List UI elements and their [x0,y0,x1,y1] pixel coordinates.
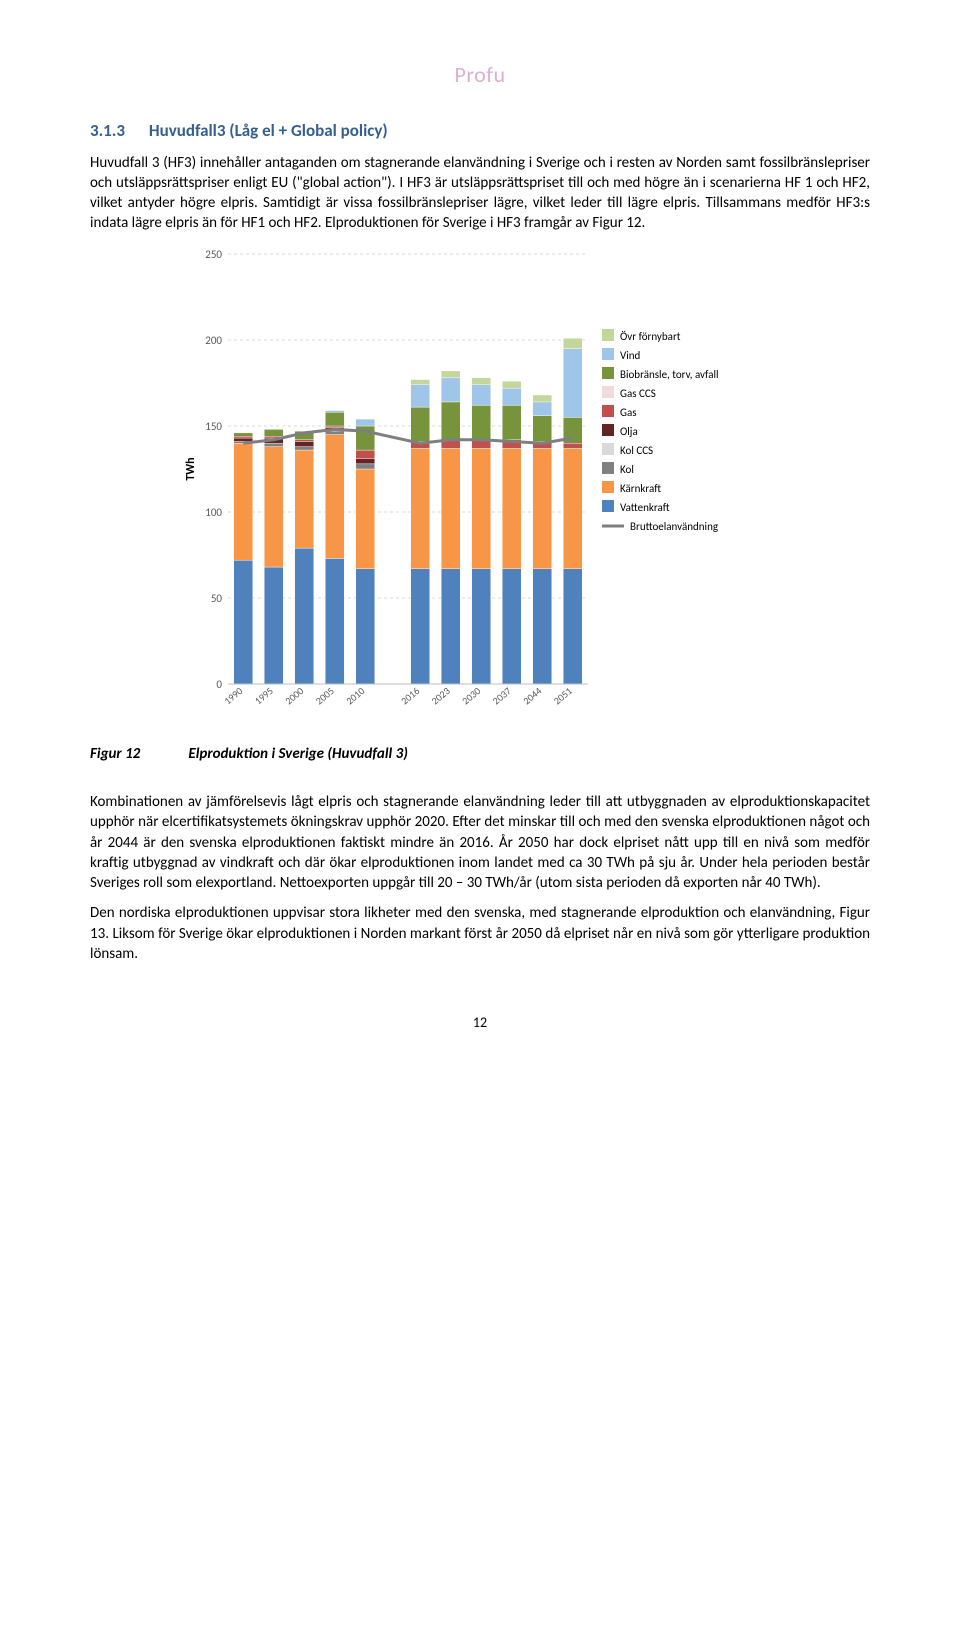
svg-text:Gas: Gas [620,406,637,419]
svg-text:2051: 2051 [551,684,575,707]
brand-header: Profu [90,60,870,90]
svg-text:Kärnkraft: Kärnkraft [620,482,661,495]
svg-text:100: 100 [205,506,222,519]
svg-text:2005: 2005 [313,684,337,707]
svg-text:Kol: Kol [620,463,634,476]
svg-text:2023: 2023 [429,684,453,707]
chart-container: 0 50 100 150 200 250 TWh 1990 1995 2000 2005 2010 20… [180,244,870,736]
svg-text:Bruttoelanvändning: Bruttoelanvändning [630,520,718,533]
svg-text:1990: 1990 [221,684,245,707]
figure-label: Figur 12 [90,744,185,764]
svg-text:Kol CCS: Kol CCS [620,444,653,457]
paragraph-2: Kombinationen av jämförelsevis lågt elpr… [90,792,870,893]
section-title: Huvudfall3 (Låg el + Global policy) [149,120,388,141]
svg-text:200: 200 [205,334,222,347]
svg-text:2037: 2037 [490,684,514,707]
svg-text:0: 0 [216,678,222,691]
svg-text:150: 150 [205,420,222,433]
svg-text:1995: 1995 [252,684,276,707]
section-number: 3.1.3 [90,120,145,143]
svg-text:2016: 2016 [398,684,422,707]
svg-text:250: 250 [205,248,222,261]
svg-text:2044: 2044 [520,684,544,707]
svg-text:Övr förnybart: Övr förnybart [620,330,681,343]
figure-caption: Figur 12 Elproduktion i Sverige (Huvudfa… [90,744,870,764]
svg-text:50: 50 [211,592,223,605]
svg-text:Gas CCS: Gas CCS [620,387,656,400]
svg-text:Vind: Vind [620,349,640,362]
svg-text:2030: 2030 [459,684,483,707]
svg-text:2000: 2000 [282,684,306,707]
svg-text:2010: 2010 [343,684,367,707]
paragraph-3: Den nordiska elproduktionen uppvisar sto… [90,903,870,964]
svg-text:Biobränsle, torv, avfall: Biobränsle, torv, avfall [620,368,719,381]
svg-text:Olja: Olja [620,425,638,438]
svg-text:TWh: TWh [184,457,198,480]
paragraph-1: Huvudfall 3 (HF3) innehåller antaganden … [90,153,870,234]
figure-title: Elproduktion i Sverige (Huvudfall 3) [188,745,407,763]
section-heading: 3.1.3 Huvudfall3 (Låg el + Global policy… [90,120,870,143]
svg-text:Vattenkraft: Vattenkraft [620,501,670,514]
page-number: 12 [90,1014,870,1033]
elproduktion-chart: 0 50 100 150 200 250 TWh 1990 1995 2000 2005 2010 20… [180,244,768,730]
